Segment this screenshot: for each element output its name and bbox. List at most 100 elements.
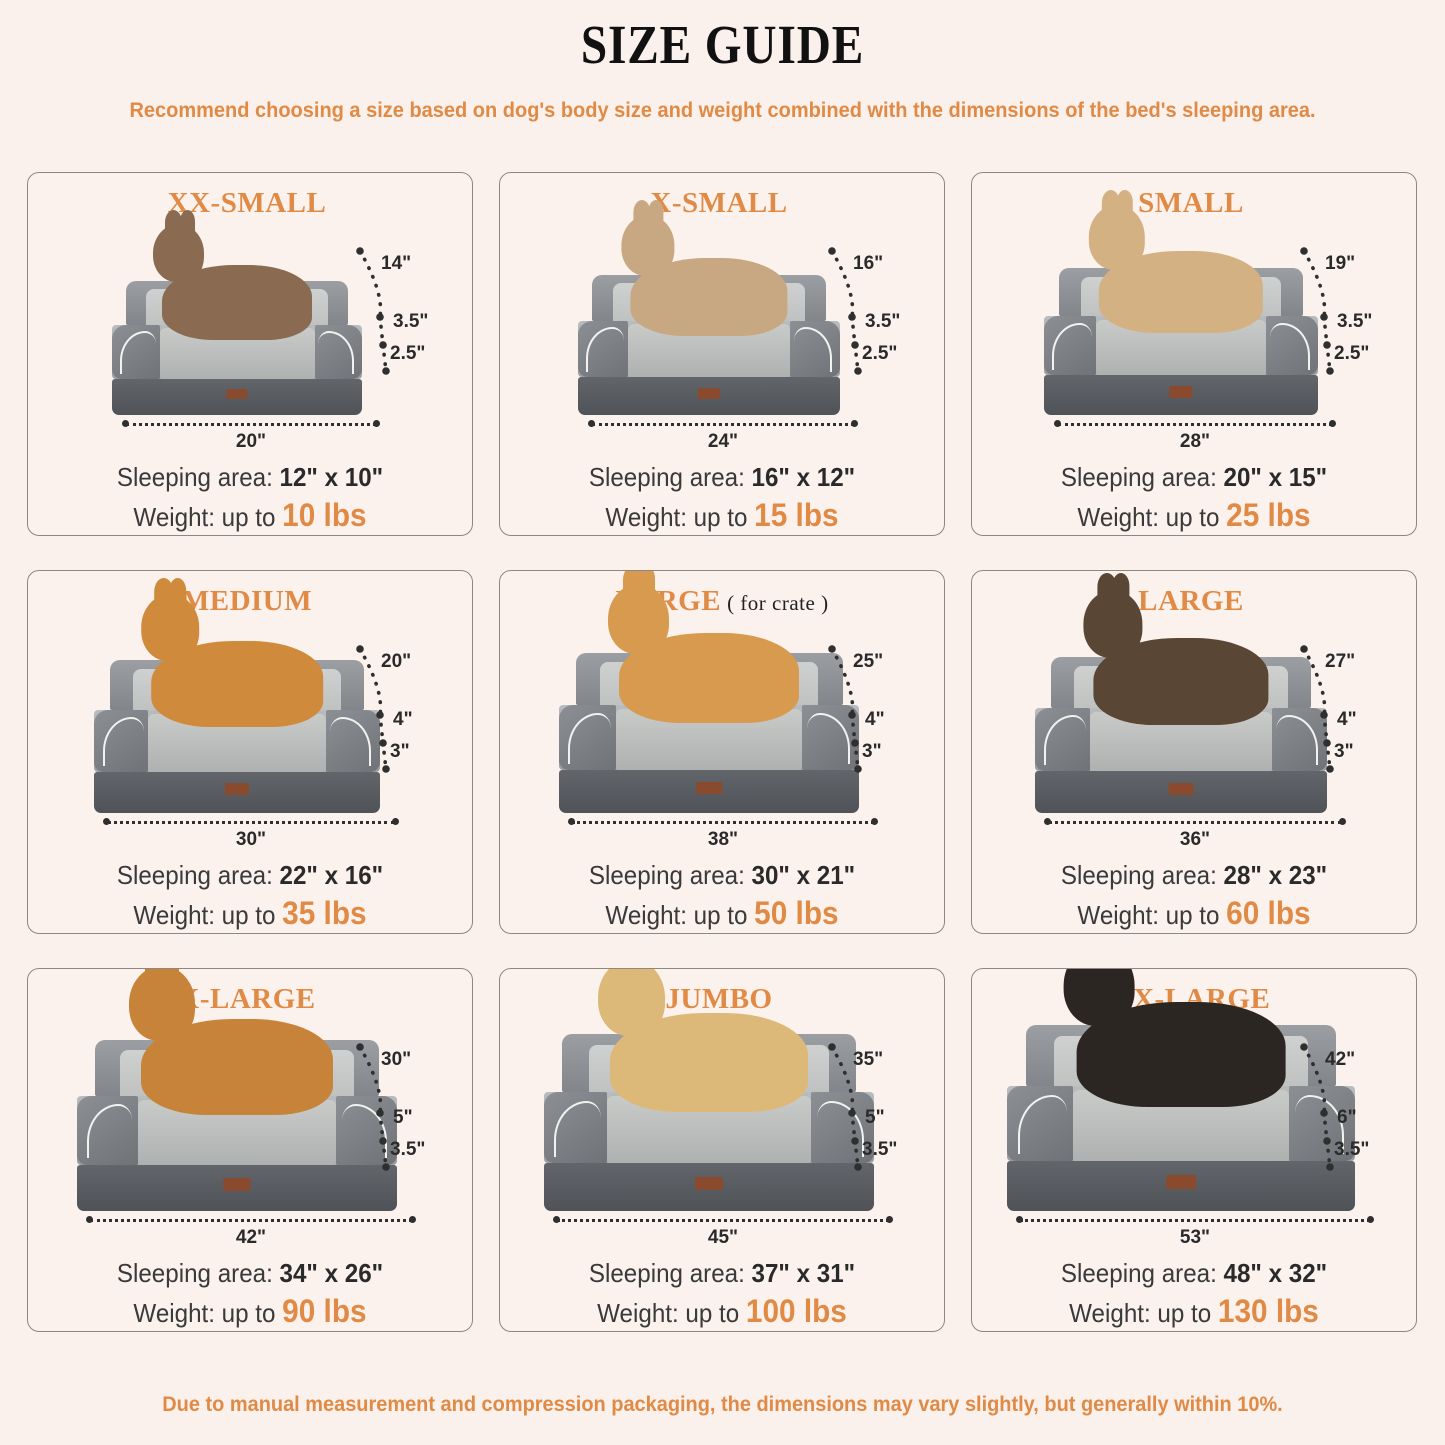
- bed-arm-left: [1044, 316, 1097, 376]
- sleeping-area-line: Sleeping area: 12" x 10": [44, 460, 457, 494]
- bed-seat: [94, 710, 380, 772]
- card-title: LARGE( for crate ): [500, 585, 944, 618]
- dimension-bolster-label: 4": [393, 709, 413, 730]
- card-specs: Sleeping area: 34" x 26" Weight: up to 9…: [28, 1256, 472, 1331]
- animal-cat-ragdoll: [153, 209, 312, 340]
- dimension-leader-lines: [1300, 1043, 1334, 1171]
- bed-arm-right: [1271, 707, 1327, 771]
- card-title-text: LARGE: [1138, 585, 1244, 617]
- width-dimension: 45": [500, 1216, 944, 1249]
- sleeping-area-value: 34" x 26": [279, 1258, 384, 1288]
- animal-dog-shiba-inu: [608, 571, 799, 723]
- size-card[interactable]: MEDIUM: [27, 570, 473, 934]
- card-specs: Sleeping area: 20" x 15" Weight: up to 2…: [972, 460, 1416, 535]
- sleeping-area-prefix: Sleeping area:: [588, 462, 752, 492]
- weight-value: 10 lbs: [282, 497, 367, 534]
- dimension-leader-lines: [356, 247, 390, 375]
- card-title-text: JUMBO: [665, 983, 773, 1015]
- card-title: XX-SMALL: [28, 187, 472, 220]
- size-card[interactable]: SMALL: [971, 172, 1417, 536]
- bed-arm-left: [77, 1095, 138, 1165]
- width-dimension: 20": [28, 420, 472, 453]
- vertical-dimension-callouts: 16" 3.5" 2.5": [822, 233, 930, 383]
- animal-dog-border-collie: [1082, 573, 1269, 726]
- weight-line: Weight: up to 100 lbs: [516, 1290, 929, 1331]
- bed-arm-left: [544, 1092, 607, 1164]
- weight-line: Weight: up to 10 lbs: [44, 494, 457, 535]
- weight-value: 100 lbs: [745, 1293, 847, 1330]
- size-card[interactable]: LARGE: [971, 570, 1417, 934]
- weight-prefix: Weight: up to: [597, 1298, 746, 1329]
- dimension-base-label: 2.5": [390, 343, 426, 364]
- brand-logo-tag: [696, 781, 722, 795]
- width-dimension-line: [1054, 420, 1336, 429]
- sleeping-area-value: 16" x 12": [751, 462, 856, 492]
- sleeping-area-prefix: Sleeping area:: [1060, 1258, 1224, 1288]
- dimension-base-label: 2.5": [862, 343, 898, 364]
- width-dimension-label: 30": [235, 829, 267, 850]
- card-specs: Sleeping area: 12" x 10" Weight: up to 1…: [28, 460, 472, 535]
- dimension-bolster-label: 3.5": [393, 311, 429, 332]
- bed-arm-right: [336, 1095, 397, 1165]
- width-dimension: 28": [972, 420, 1416, 453]
- card-title-suffix: ( for crate ): [727, 591, 829, 615]
- width-dimension-label: 24": [707, 431, 739, 452]
- bed-arm-left: [94, 710, 149, 772]
- brand-logo-tag: [1166, 1174, 1196, 1190]
- vertical-dimension-callouts: 20" 4" 3": [350, 631, 458, 781]
- weight-value: 50 lbs: [754, 895, 839, 932]
- width-dimension: 53": [972, 1216, 1416, 1249]
- size-card[interactable]: LARGE( for crate ): [499, 570, 945, 934]
- bed-illustration: [500, 199, 944, 421]
- page-footer-note: Due to manual measurement and compressio…: [162, 1393, 1283, 1416]
- bed-seat: [1007, 1085, 1355, 1161]
- dimension-height-label: 30": [381, 1049, 412, 1070]
- dimension-base-label: 3": [390, 741, 410, 762]
- bed-arm-left: [1035, 707, 1091, 771]
- sleeping-area-value: 12" x 10": [279, 462, 384, 492]
- sleeping-area-value: 28" x 23": [1223, 860, 1328, 890]
- vertical-dimension-callouts: 30" 5" 3.5": [350, 1029, 458, 1179]
- sleeping-area-prefix: Sleeping area:: [116, 462, 280, 492]
- dimension-height-label: 19": [1325, 253, 1356, 274]
- width-dimension-line: [568, 818, 878, 827]
- dimension-bolster-label: 5": [393, 1107, 413, 1128]
- bed-illustration: [28, 969, 472, 1217]
- sleeping-area-prefix: Sleeping area:: [116, 1258, 280, 1288]
- bed-base: [112, 378, 362, 415]
- brand-logo-tag: [697, 387, 721, 399]
- animal-dog-golden-retriever: [129, 969, 333, 1115]
- weight-line: Weight: up to 90 lbs: [44, 1290, 457, 1331]
- dimension-height-label: 25": [853, 651, 884, 672]
- size-card[interactable]: JUMBO: [499, 968, 945, 1332]
- sleeping-area-line: Sleeping area: 20" x 15": [988, 460, 1401, 494]
- card-title: X-LARGE: [28, 983, 472, 1016]
- dimension-leader-lines: [1300, 247, 1334, 375]
- width-dimension-line: [553, 1216, 893, 1225]
- weight-prefix: Weight: up to: [605, 900, 755, 931]
- weight-line: Weight: up to 35 lbs: [44, 892, 457, 933]
- bed-base: [77, 1164, 397, 1211]
- card-specs: Sleeping area: 16" x 12" Weight: up to 1…: [500, 460, 944, 535]
- animal-dog-labrador: [598, 969, 808, 1112]
- card-title: X-SMALL: [500, 187, 944, 220]
- dimension-base-label: 3.5": [1334, 1139, 1370, 1160]
- vertical-dimension-callouts: 25" 4" 3": [822, 631, 930, 781]
- brand-logo-tag: [1169, 386, 1193, 398]
- card-title: LARGE: [972, 585, 1416, 618]
- size-card[interactable]: X-SMALL: [499, 172, 945, 536]
- width-dimension-label: 28": [1179, 431, 1211, 452]
- dimension-leader-lines: [828, 645, 862, 773]
- sleeping-area-line: Sleeping area: 22" x 16": [44, 858, 457, 892]
- dimension-base-label: 3.5": [862, 1139, 898, 1160]
- width-dimension-line: [588, 420, 858, 429]
- animal-dog-rottweiler: [1064, 969, 1286, 1107]
- size-card[interactable]: XX-LARGE: [971, 968, 1417, 1332]
- size-card[interactable]: XX-SMALL: [27, 172, 473, 536]
- size-card[interactable]: X-LARGE: [27, 968, 473, 1332]
- bed-arm-right: [1288, 1085, 1355, 1161]
- sleeping-area-line: Sleeping area: 28" x 23": [988, 858, 1401, 892]
- page-subtitle: Recommend choosing a size based on dog's…: [129, 97, 1316, 122]
- bed-arm-right: [314, 325, 362, 379]
- sleeping-area-line: Sleeping area: 16" x 12": [516, 460, 929, 494]
